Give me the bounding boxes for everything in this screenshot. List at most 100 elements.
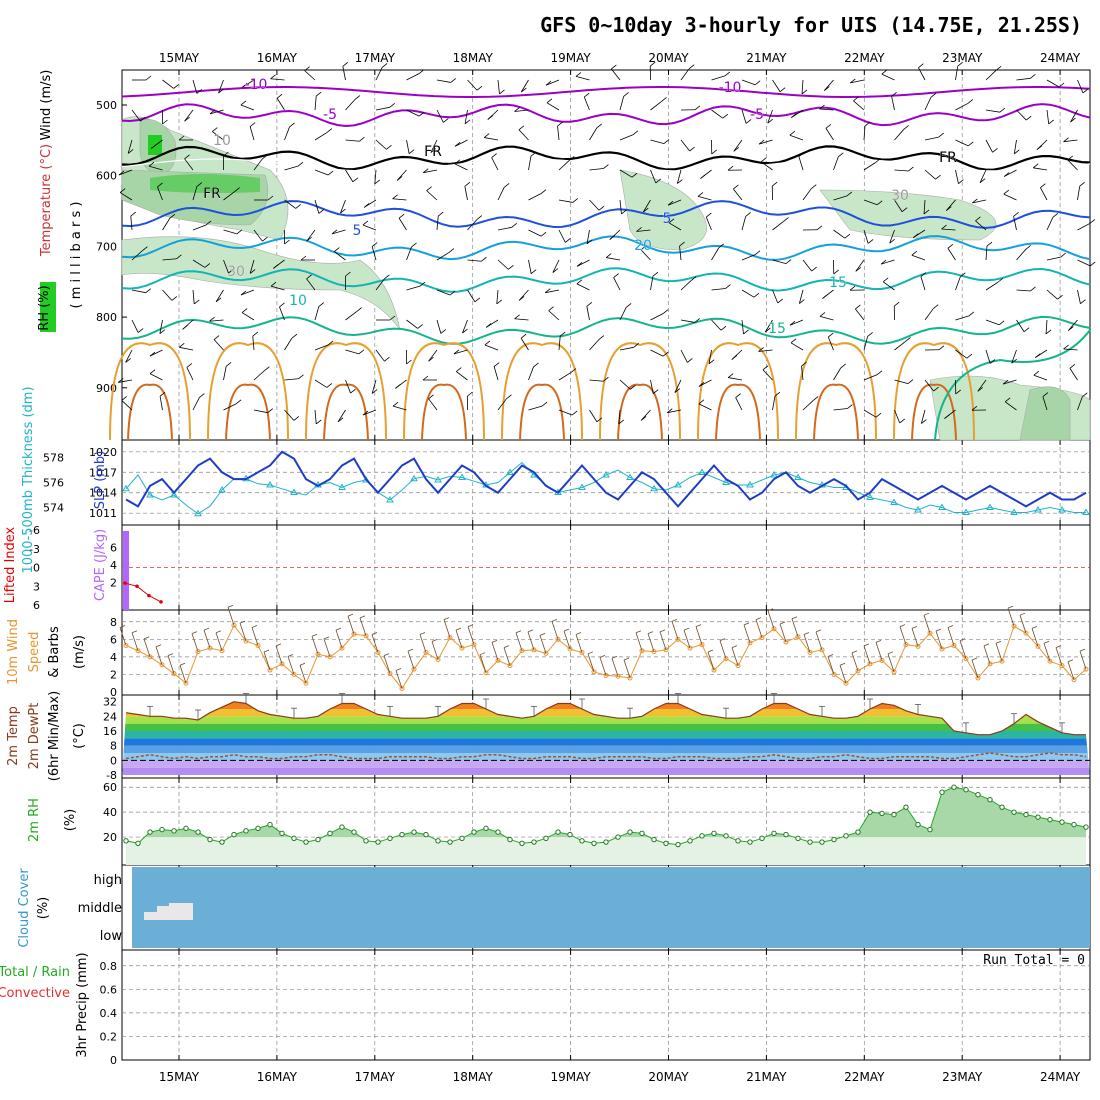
rh2m-point: [219, 839, 225, 845]
thickness-point: [266, 481, 274, 488]
wind-barb: [1070, 117, 1076, 123]
wind-barb: [923, 199, 926, 214]
wind10-barb: [575, 632, 582, 635]
wind-barb: [422, 375, 429, 381]
lifted-index-point: [147, 593, 151, 598]
wind-barb: [920, 276, 926, 291]
wind10-point: [831, 671, 837, 677]
wind-barb: [853, 96, 859, 102]
wind-barb: [576, 279, 583, 285]
wind10-point: [207, 645, 213, 651]
wind-barb: [284, 378, 299, 381]
wind-barb: [790, 342, 804, 351]
wind10-barb: [911, 625, 918, 629]
wind10-point: [387, 671, 393, 677]
wind-barb: [218, 88, 224, 94]
wind-barb: [985, 139, 993, 153]
wind-barb: [327, 170, 334, 176]
wind-barb: [1036, 145, 1043, 151]
wind-barb: [767, 118, 773, 124]
wind10-barb: [419, 632, 426, 635]
rh2m-point: [939, 789, 945, 795]
wind-barb: [986, 241, 993, 247]
wind-barb: [557, 126, 560, 141]
slp-tick-label: 1014: [89, 487, 117, 500]
wind10-barb: [923, 615, 931, 634]
wind-barb: [708, 359, 715, 365]
wind10-barb: [887, 651, 894, 655]
wind-barb: [249, 269, 256, 274]
wind-barb: [907, 379, 914, 384]
thickness-point: [146, 491, 154, 498]
wind-barb: [955, 103, 969, 111]
wind10-barb: [671, 618, 678, 622]
wind10-barb: [1067, 661, 1075, 680]
rh2m-point: [879, 810, 885, 817]
wind-barb: [731, 355, 738, 360]
pressure-tick-label: 600: [96, 170, 117, 183]
wind10-barb: [959, 638, 966, 642]
wind-barb: [741, 254, 756, 261]
temp-contour-25: [893, 342, 975, 441]
wind-barb: [528, 259, 532, 274]
wind10-point: [819, 647, 825, 653]
wind-barb: [913, 233, 919, 238]
wind-barb: [314, 199, 320, 214]
wind10-point: [927, 630, 933, 636]
temp-tick-label: 24: [103, 710, 117, 723]
wind10-barb: [1043, 643, 1051, 662]
wind-barb: [279, 306, 285, 321]
wind10-point: [195, 649, 201, 655]
wind-barb: [596, 123, 602, 129]
wind-barb: [284, 239, 290, 245]
thickness-point: [650, 484, 658, 492]
wind-barb: [1077, 396, 1083, 411]
wind-barb: [267, 195, 274, 201]
wind10-barb: [851, 652, 859, 672]
wind10-barb: [131, 632, 139, 651]
wind-barb: [249, 126, 255, 141]
wind10-barb: [863, 645, 871, 665]
wind-barb: [540, 231, 547, 237]
rh2m-point: [531, 839, 537, 845]
wind-barb: [772, 79, 781, 92]
axis-labels: Wind (m/s) Temperature (°C) RH (%) ( m i l …: [3, 70, 108, 1058]
wind-barb: [977, 379, 987, 392]
wind-barb: [225, 361, 232, 367]
temp-color-band: [122, 738, 1090, 746]
wind10-barb: [191, 631, 198, 634]
wind-barb: [790, 338, 797, 344]
rh-high-patch: [150, 174, 260, 194]
wind-barb: [462, 319, 468, 334]
wind-barb: [881, 73, 895, 81]
wind-barb: [300, 255, 307, 261]
wind-barb: [334, 247, 340, 252]
date-label-top: 19MAY: [550, 51, 591, 65]
wind-barb: [849, 285, 856, 291]
wind-barb: [867, 239, 874, 244]
wind-barb: [437, 211, 444, 217]
wind-barb: [677, 179, 683, 184]
wind-barb: [891, 91, 897, 97]
wind-barb: [503, 183, 510, 188]
date-label-top: 16MAY: [257, 51, 298, 65]
wind-barb: [741, 79, 756, 86]
wind10-barb: [443, 617, 450, 620]
wind-barb: [121, 396, 128, 401]
wind-barb: [162, 119, 168, 125]
chart-title: GFS 0~10day 3-hourly for UIS (14.75E, 21…: [540, 13, 1082, 37]
wind10-barb: [407, 651, 415, 670]
wind-barb: [533, 362, 539, 368]
wind-barb: [1067, 159, 1078, 171]
wind10-barb: [755, 619, 763, 638]
contour-label: 10: [289, 293, 307, 309]
wind10-point: [219, 648, 225, 654]
wind-barb: [619, 346, 634, 351]
wind-barb: [514, 109, 529, 112]
wind10-point: [951, 642, 957, 648]
wind-barb: [816, 225, 823, 231]
rh2m-point: [963, 787, 969, 793]
wind-barb: [1025, 245, 1031, 250]
wind10-barb: [995, 640, 1002, 644]
wind10-barb: [167, 655, 175, 674]
